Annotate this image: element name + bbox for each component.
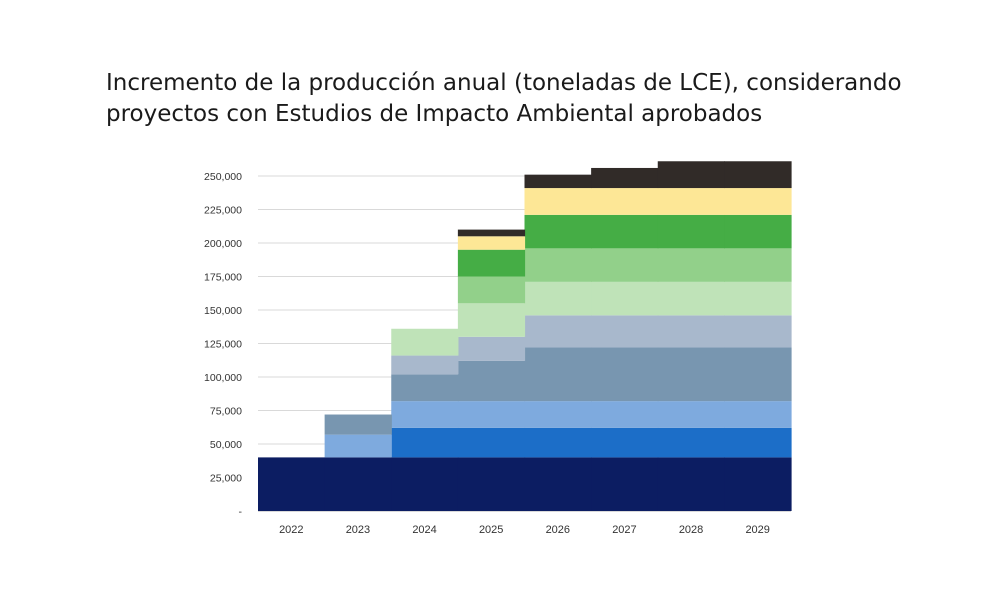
bar-segment	[591, 248, 659, 282]
bar-segment	[457, 457, 526, 511]
bar-segment	[657, 315, 725, 348]
y-tick-label: 150,000	[204, 305, 242, 317]
bar-segment	[591, 214, 659, 249]
x-tick-label: 2027	[612, 524, 636, 536]
bar-segment	[724, 427, 792, 458]
bar-segment	[657, 427, 725, 458]
bar-segment	[591, 188, 659, 215]
bar-segment	[591, 457, 659, 511]
x-tick-label: 2025	[479, 524, 503, 536]
y-tick-label: 175,000	[204, 272, 242, 284]
stacked-series	[258, 161, 792, 511]
bar-segment	[591, 281, 659, 316]
y-tick-label: 100,000	[204, 372, 242, 384]
bar-segment	[457, 360, 526, 402]
chart-title: Incremento de la producción anual (tonel…	[106, 68, 926, 130]
bar-segment	[391, 427, 459, 458]
bar-segment	[457, 236, 526, 250]
bar-segment	[457, 401, 526, 428]
bar-segment	[724, 315, 792, 348]
chart-title-line-1: Incremento de la producción anual (tonel…	[106, 70, 902, 96]
bar-segment	[457, 336, 526, 361]
bar-segment	[524, 401, 592, 428]
bar-segment	[724, 161, 792, 189]
x-tick-label: 2026	[546, 524, 570, 536]
bar-segment	[324, 457, 392, 511]
y-tick-label: 200,000	[204, 238, 242, 250]
bar-segment	[524, 248, 592, 282]
bar-segment	[524, 188, 592, 215]
bar-segment	[391, 401, 459, 428]
y-tick-label: -	[239, 506, 243, 518]
bar-segment	[591, 315, 659, 348]
bar-segment	[591, 401, 659, 428]
bar-segment	[391, 457, 459, 511]
bar-segment	[657, 214, 725, 249]
y-tick-label: 250,000	[204, 171, 242, 183]
bar-segment	[657, 161, 725, 189]
y-tick-label: 225,000	[204, 205, 242, 217]
bar-segment	[524, 174, 592, 189]
bar-segment	[457, 229, 526, 237]
y-tick-label: 25,000	[210, 473, 242, 485]
bar-segment	[457, 427, 526, 458]
chart-title-line-2: proyectos con Estudios de Impacto Ambien…	[106, 101, 763, 127]
bar-segment	[524, 347, 592, 402]
bar-segment	[391, 328, 459, 356]
bar-segment	[724, 457, 792, 511]
x-tick-label: 2029	[745, 524, 769, 536]
x-tick-label: 2023	[346, 524, 370, 536]
bar-segment	[591, 167, 659, 189]
bar-segment	[724, 281, 792, 316]
bar-segment	[657, 248, 725, 282]
x-tick-label: 2028	[679, 524, 703, 536]
bar-segment	[457, 303, 526, 337]
bar-segment	[391, 374, 459, 402]
bar-segment	[724, 347, 792, 402]
bar-segment	[724, 248, 792, 282]
bar-segment	[724, 214, 792, 249]
x-tick-label: 2024	[412, 524, 436, 536]
bar-segment	[524, 281, 592, 316]
bar-segment	[724, 188, 792, 215]
bar-segment	[657, 347, 725, 402]
bar-segment	[457, 276, 526, 304]
bar-segment	[657, 457, 725, 511]
bar-segment	[524, 214, 592, 249]
x-tick-label: 2022	[279, 524, 303, 536]
bar-segment	[591, 347, 659, 402]
bar-segment	[391, 355, 459, 375]
bar-segment	[724, 401, 792, 428]
axes: - 25,000 50,000 75,000 100,000 125,000 150,000…	[204, 171, 791, 536]
bar-segment	[657, 188, 725, 215]
bar-segment	[657, 401, 725, 428]
bar-segment	[324, 434, 392, 458]
bar-segment	[258, 457, 326, 511]
bar-segment	[524, 315, 592, 348]
bar-segment	[591, 427, 659, 458]
y-tick-label: 75,000	[210, 406, 242, 418]
y-tick-label: 50,000	[210, 439, 242, 451]
bar-segment	[524, 457, 592, 511]
y-tick-label: 125,000	[204, 339, 242, 351]
bar-segment	[657, 281, 725, 316]
bar-segment	[457, 249, 526, 277]
bar-segment	[524, 427, 592, 458]
bar-segment	[324, 414, 392, 435]
